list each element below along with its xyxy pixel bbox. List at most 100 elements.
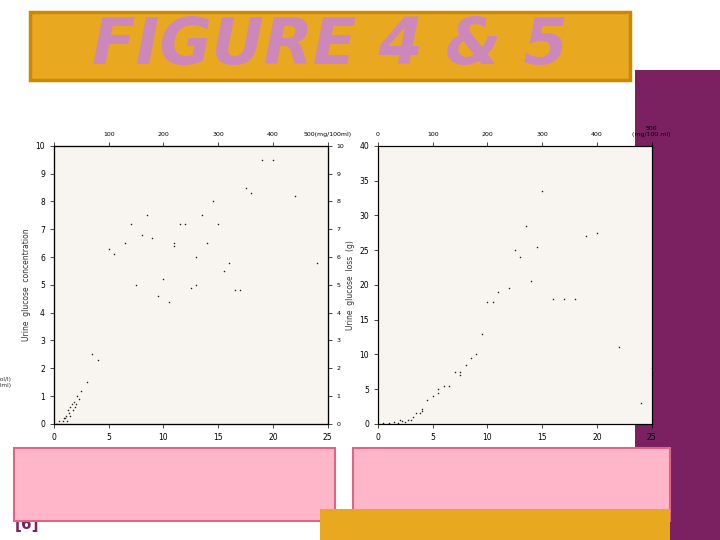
Point bbox=[174, 219, 186, 228]
Point bbox=[311, 258, 323, 267]
Point bbox=[76, 386, 87, 395]
Point bbox=[465, 354, 477, 362]
Point bbox=[289, 192, 300, 200]
Point bbox=[185, 284, 197, 292]
Point bbox=[414, 409, 426, 418]
Point bbox=[141, 211, 153, 220]
Point bbox=[520, 221, 531, 230]
Point bbox=[580, 232, 592, 240]
Point bbox=[57, 417, 68, 426]
Text: 0     5      10     15     20    25  (mmol/l): 0 5 10 15 20 25 (mmol/l) bbox=[131, 476, 251, 481]
Point bbox=[66, 400, 77, 409]
Bar bbox=[30, 12, 630, 80]
Point bbox=[50, 420, 62, 428]
Point bbox=[396, 417, 408, 426]
Point bbox=[416, 407, 428, 416]
Point bbox=[410, 409, 422, 418]
Point bbox=[212, 219, 224, 228]
Y-axis label: Urine  glucose  concentration: Urine glucose concentration bbox=[22, 228, 31, 341]
Point bbox=[65, 403, 76, 411]
Point bbox=[635, 399, 647, 407]
Point bbox=[433, 388, 444, 397]
Point bbox=[405, 416, 417, 425]
Point bbox=[392, 418, 403, 427]
Point bbox=[68, 397, 79, 406]
Point bbox=[613, 343, 624, 352]
Point bbox=[147, 233, 158, 242]
Point bbox=[646, 364, 657, 373]
Point bbox=[229, 286, 240, 295]
Text: FIGURE 4 & 5: FIGURE 4 & 5 bbox=[92, 15, 568, 77]
Point bbox=[433, 385, 444, 394]
Point bbox=[61, 417, 73, 426]
Point bbox=[202, 239, 213, 247]
Point bbox=[402, 415, 413, 424]
Point bbox=[438, 381, 449, 390]
Point bbox=[444, 381, 455, 390]
Point bbox=[163, 297, 175, 306]
Point bbox=[168, 239, 180, 247]
Point bbox=[207, 197, 218, 206]
Point bbox=[63, 406, 74, 414]
Point bbox=[60, 411, 72, 420]
Point bbox=[547, 294, 559, 303]
Text: 0     5      10     15     20    25  (mmol/l): 0 5 10 15 20 25 (mmol/l) bbox=[455, 476, 575, 481]
Point bbox=[536, 187, 548, 195]
Point bbox=[591, 228, 603, 237]
Point bbox=[58, 414, 70, 423]
Point bbox=[421, 395, 433, 404]
Point bbox=[487, 298, 499, 307]
X-axis label: 'Average'  blood  glucose: 'Average' blood glucose bbox=[138, 461, 243, 470]
Text: (mmol/l)
(/100ml): (mmol/l) (/100ml) bbox=[0, 377, 12, 388]
Point bbox=[69, 403, 81, 411]
Text: Figure 4. Relationship between the urinary  glucose
concentration  and  the  cor: Figure 4. Relationship between the urina… bbox=[22, 468, 246, 502]
Point bbox=[454, 367, 466, 376]
Point bbox=[400, 417, 411, 426]
Point bbox=[71, 392, 83, 401]
Point bbox=[460, 361, 472, 369]
Point bbox=[223, 258, 235, 267]
Point bbox=[482, 298, 493, 307]
Point bbox=[503, 284, 515, 293]
Point bbox=[59, 414, 71, 423]
Point bbox=[476, 329, 487, 338]
Y-axis label: Urine  glucose  loss  (g): Urine glucose loss (g) bbox=[346, 240, 355, 330]
Text: Figure 5:  Relationship between  the  total  urinary
loss and the corresponding : Figure 5: Relationship between the total… bbox=[360, 468, 580, 502]
Text: [6]: [6] bbox=[15, 517, 40, 532]
Point bbox=[92, 356, 104, 364]
Point bbox=[389, 417, 400, 426]
Point bbox=[558, 294, 570, 303]
Bar bbox=[635, 0, 720, 70]
Point bbox=[125, 219, 136, 228]
Point bbox=[55, 420, 66, 428]
Point bbox=[109, 250, 120, 259]
Point bbox=[65, 411, 76, 420]
Point bbox=[378, 419, 390, 428]
Point bbox=[191, 281, 202, 289]
Point bbox=[408, 413, 419, 421]
Point bbox=[81, 378, 93, 387]
Point bbox=[454, 371, 466, 380]
Point bbox=[70, 400, 81, 409]
Point bbox=[492, 287, 504, 296]
Point bbox=[67, 406, 78, 414]
Point bbox=[246, 189, 257, 198]
Point bbox=[63, 408, 75, 417]
Point bbox=[267, 156, 279, 164]
Point bbox=[256, 156, 268, 164]
Point bbox=[427, 392, 438, 401]
Point bbox=[570, 294, 581, 303]
Point bbox=[240, 183, 251, 192]
Point bbox=[168, 241, 180, 250]
Point bbox=[152, 292, 163, 300]
Point bbox=[526, 277, 537, 286]
X-axis label: 'Average'  blood  glucose: 'Average' blood glucose bbox=[462, 461, 567, 470]
Point bbox=[120, 239, 131, 247]
Point bbox=[86, 350, 98, 359]
Bar bbox=[635, 0, 720, 540]
Point bbox=[54, 417, 66, 426]
Point bbox=[103, 245, 114, 253]
Point bbox=[218, 267, 230, 275]
Point bbox=[191, 253, 202, 261]
Point bbox=[531, 242, 542, 251]
